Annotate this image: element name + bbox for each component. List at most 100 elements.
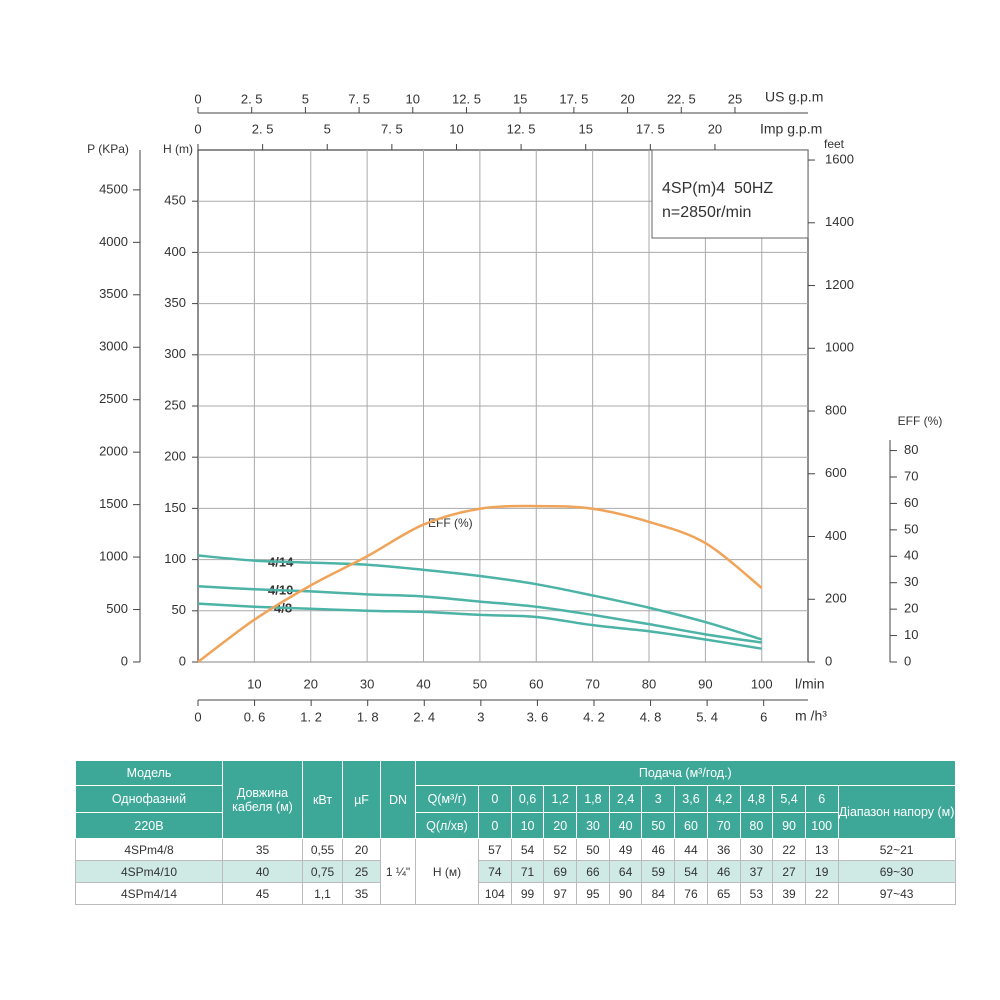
table-cell: 6: [804, 785, 839, 813]
annotation: n=2850r/min: [662, 204, 751, 221]
m3h_axis-tick-label: 5. 4: [696, 709, 718, 724]
table-cell: 52: [543, 838, 578, 861]
table-cell: 69: [543, 860, 578, 883]
m3h_axis-tick-label: 0: [194, 709, 201, 724]
us_gpm_axis-tick-label: 12. 5: [452, 91, 481, 106]
table-cell: 76: [674, 882, 708, 905]
table-cell: Q(м³/г): [415, 785, 479, 813]
table-row: 4SPm4/10 40 0,75 25 74 71 69 66 64 59 54 46 37 27 19 69…: [75, 860, 956, 883]
eff_axis-tick-label: 60: [904, 495, 918, 510]
feet_axis-tick-label: 1600: [825, 151, 854, 166]
table-cell: 1 ¼": [380, 838, 416, 905]
x-tick-label: 100: [751, 676, 773, 691]
table-cell: 30: [739, 838, 774, 861]
table-cell: 22: [772, 838, 806, 861]
us_gpm_axis-tick-label: 15: [513, 91, 527, 106]
table-cell: 40: [222, 860, 303, 883]
table-cell: 50: [641, 812, 676, 839]
table-cell: Подача (м³/год.): [415, 760, 956, 786]
feet_axis-tick-label: 200: [825, 591, 847, 606]
eff_axis-tick-label: 10: [904, 627, 918, 642]
imp_gpm_axis-tick-label: 15: [578, 121, 592, 136]
table-cell: 220В: [75, 812, 223, 839]
table-cell: 19: [804, 860, 839, 883]
table-cell: 49: [608, 838, 643, 861]
table-cell: 57: [478, 838, 512, 861]
y-tick-label: 200: [164, 449, 186, 464]
table-cell: Н (м): [415, 838, 479, 905]
table-cell: 22: [804, 882, 839, 905]
y-tick-label: 250: [164, 397, 186, 412]
table-cell: 74: [478, 860, 512, 883]
table-cell: 20: [342, 838, 381, 861]
table-cell: 84: [641, 882, 676, 905]
table-cell: Діапазон напору (м): [837, 785, 956, 839]
table-row: Модель Довжина кабеля (м) кВт µF DN Подача (м…: [75, 760, 956, 839]
us_gpm_axis-tick-label: 2. 5: [241, 91, 263, 106]
y-tick-label: 400: [164, 244, 186, 259]
imp_gpm_axis-tick-label: 12. 5: [507, 121, 536, 136]
table-cell: 40: [608, 812, 643, 839]
table-cell: 60: [674, 812, 708, 839]
imp_gpm_axis-tick-label: 7. 5: [381, 121, 403, 136]
table-row: 220В Q(л/хв) 0 10 20 30 40 50 60 70 80 90 100: [75, 812, 956, 839]
curve: [197, 554, 763, 641]
m3h_axis-tick-label: 0. 6: [244, 709, 266, 724]
p_axis-tick-label: 4500: [99, 181, 128, 196]
us_gpm_axis-tick-label: 25: [728, 91, 742, 106]
table-cell: 100: [804, 812, 839, 839]
m3h_axis-tick-label: 1. 8: [357, 709, 379, 724]
feet_axis-tick-label: 1000: [825, 340, 854, 355]
table-cell: 97~43: [837, 882, 956, 905]
table-cell: 45: [222, 882, 303, 905]
x-tick-label: 80: [642, 676, 656, 691]
x-tick-label: 50: [473, 676, 487, 691]
p_axis-tick-label: 3500: [99, 286, 128, 301]
us_gpm_axis-tick-label: 22. 5: [667, 91, 696, 106]
table-cell: 0,6: [510, 785, 545, 813]
table-cell: 50: [576, 838, 610, 861]
table-cell: 39: [772, 882, 806, 905]
axis-label: EFF (%): [898, 414, 943, 428]
us_gpm_axis-tick-label: 7. 5: [348, 91, 370, 106]
table-cell: 3: [641, 785, 676, 813]
m3h_axis-tick-label: 4. 8: [640, 709, 662, 724]
table-cell: 53: [739, 882, 774, 905]
table-cell: 104: [478, 882, 512, 905]
table-cell: 59: [641, 860, 676, 883]
x-tick-label: 30: [360, 676, 374, 691]
table-cell: 65: [706, 882, 741, 905]
feet_axis-tick-label: 1200: [825, 277, 854, 292]
axis-label: H (m): [163, 142, 193, 156]
table-cell: 0,75: [302, 860, 343, 883]
imp_gpm_axis-tick-label: 10: [449, 121, 463, 136]
x-tick-label: 60: [529, 676, 543, 691]
table-cell: 1,2: [543, 785, 578, 813]
table-cell: 5,4: [772, 785, 806, 813]
table-cell: Довжина кабеля (м): [222, 760, 303, 839]
us_gpm_axis-tick-label: 0: [194, 91, 201, 106]
table-cell: 36: [706, 838, 741, 861]
m3h_axis-tick-label: 1. 2: [300, 709, 322, 724]
table-cell: 20: [543, 812, 578, 839]
table-cell: 10: [510, 812, 545, 839]
table-cell: 0,55: [302, 838, 343, 861]
table-cell: 4,8: [739, 785, 774, 813]
imp_gpm_axis-tick-label: 2. 5: [252, 121, 274, 136]
feet_axis-tick-label: 800: [825, 402, 847, 417]
curve-label: EFF (%): [428, 516, 473, 530]
eff_axis-tick-label: 80: [904, 442, 918, 457]
table-cell: 2,4: [608, 785, 643, 813]
us_gpm_axis-tick-label: 20: [620, 91, 634, 106]
y-tick-label: 450: [164, 193, 186, 208]
feet_axis-tick-label: 0: [825, 653, 832, 668]
imp_gpm_axis-tick-label: 5: [324, 121, 331, 136]
table-cell: 71: [510, 860, 545, 883]
axis-label: feet: [824, 137, 845, 151]
eff_axis-tick-label: 20: [904, 601, 918, 616]
axis-label: P (KPa): [87, 142, 129, 156]
table-cell: 54: [674, 860, 708, 883]
table-cell: 3,6: [674, 785, 708, 813]
table-cell: 37: [739, 860, 774, 883]
